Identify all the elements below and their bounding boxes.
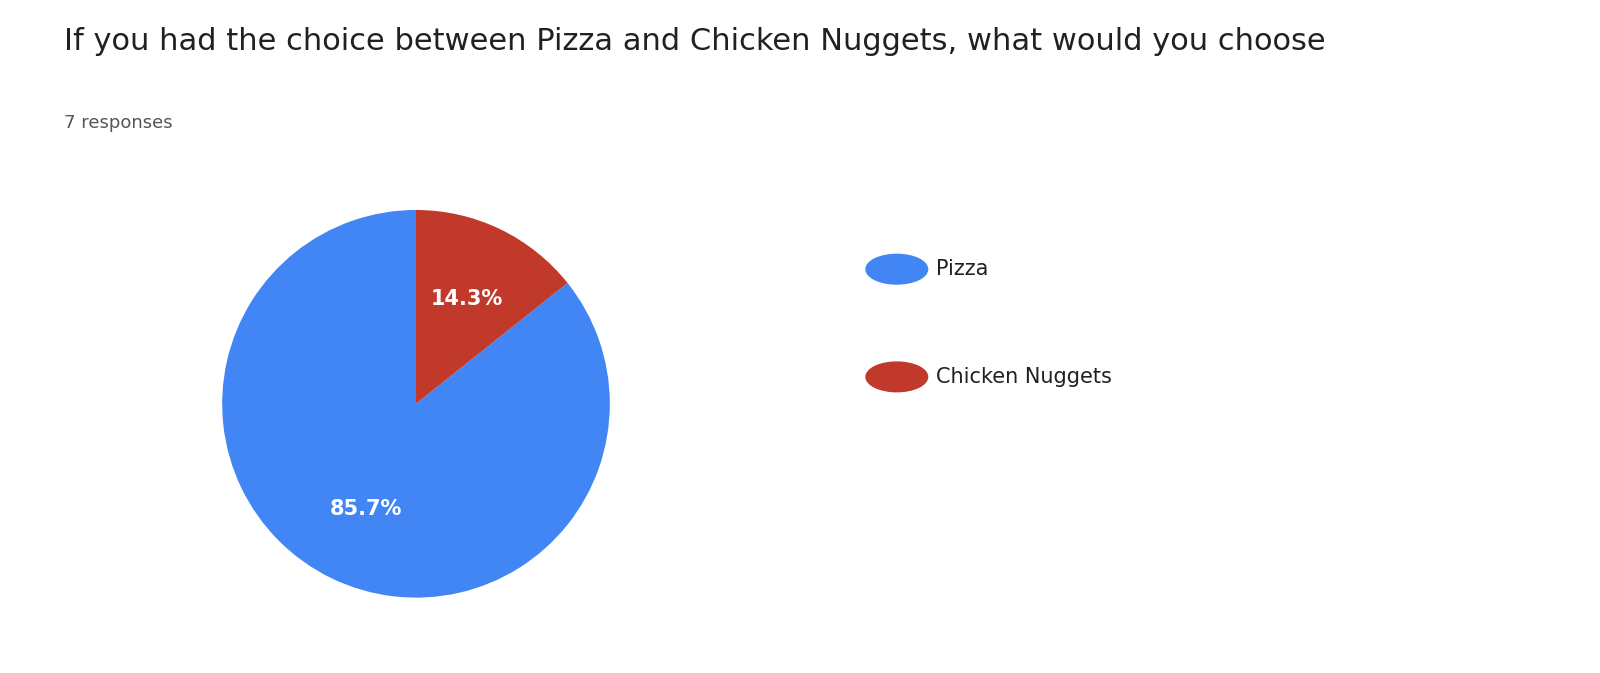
- Text: 14.3%: 14.3%: [430, 289, 502, 309]
- Text: Pizza: Pizza: [936, 259, 989, 279]
- Circle shape: [866, 362, 928, 392]
- Text: Chicken Nuggets: Chicken Nuggets: [936, 367, 1112, 387]
- Text: 85.7%: 85.7%: [330, 499, 402, 519]
- Wedge shape: [222, 210, 610, 598]
- Text: If you had the choice between Pizza and Chicken Nuggets, what would you choose: If you had the choice between Pizza and …: [64, 27, 1326, 56]
- Circle shape: [866, 254, 928, 284]
- Wedge shape: [416, 210, 568, 404]
- Text: 7 responses: 7 responses: [64, 114, 173, 133]
